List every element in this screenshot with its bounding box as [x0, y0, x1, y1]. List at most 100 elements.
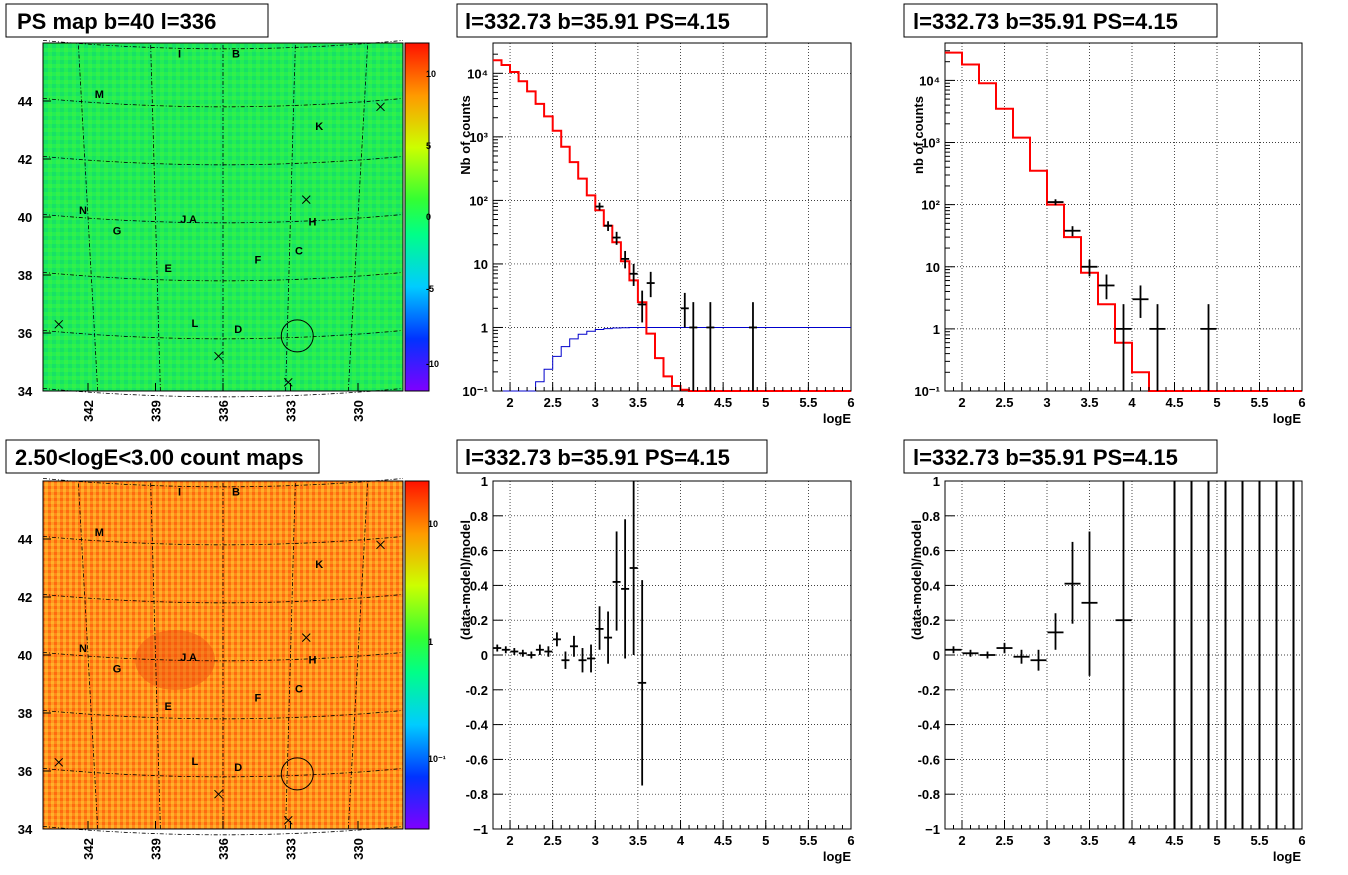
- y-tick-label: 10²: [921, 198, 940, 213]
- x-tick-label: 5: [1213, 833, 1220, 848]
- source-cross-marker: [301, 633, 311, 642]
- x-tick-label: 5.5: [1250, 395, 1268, 410]
- spectrum-b-x-ticks: 2 2.5 3 3.5 4 4.5 5 5.5 6: [953, 382, 1306, 410]
- source-label: L: [192, 756, 199, 768]
- source-label: C: [295, 246, 303, 258]
- x-tick-label: 2.5: [995, 395, 1013, 410]
- x-tick-label: 3.5: [629, 833, 647, 848]
- spectrum-panel-b: 10⁴ 10³ 10² 10 1 10⁻¹ 2 2.5 3 3.5 4 4.5 5 5.5 6 nb of…: [903, 3, 1306, 426]
- map-y-tick: 40: [18, 648, 32, 663]
- lon-gridline: [347, 480, 369, 830]
- source-label: L: [192, 318, 199, 330]
- spectrum-a-xlabel: logE: [823, 411, 851, 426]
- y-tick-label: −1: [925, 822, 940, 837]
- source-cross-marker: [376, 102, 385, 112]
- y-tick-label: -0.4: [466, 718, 489, 733]
- x-tick-label: 5: [762, 833, 769, 848]
- x-tick-label: 3.5: [1080, 833, 1098, 848]
- map-y-tick: 34: [18, 384, 33, 399]
- source-label: I: [178, 49, 181, 61]
- residual-a-grid: [493, 481, 851, 829]
- map-y-tick: 42: [18, 590, 32, 605]
- y-tick-label: -0.2: [466, 683, 488, 698]
- x-tick-label: 5.5: [799, 833, 817, 848]
- map-x-tick: 342: [81, 400, 96, 422]
- spectrum-a-grid: [493, 43, 851, 391]
- y-tick-label: 0: [933, 648, 940, 663]
- lat-gridline: [42, 98, 404, 108]
- source-label: F: [255, 692, 262, 704]
- ps-colorbar: [404, 42, 430, 392]
- x-tick-label: 6: [1298, 395, 1305, 410]
- residual-b-y-ticks: 1 0.8 0.6 0.4 0.2 0 -0.2 -0.4 -0.6 -0.8 −1: [918, 474, 955, 837]
- ps-map-panel: I B M K N J A H G C F E L D 10 5 0 -5 -10 44 42 40 38 36…: [5, 3, 439, 422]
- map-y-tick: 44: [18, 94, 33, 109]
- source-label: F: [255, 254, 262, 266]
- lon-gridline: [347, 42, 369, 392]
- map-x-tick: 333: [284, 838, 299, 860]
- y-tick-label: -0.2: [918, 683, 940, 698]
- source-label: M: [95, 89, 104, 101]
- x-tick-label: 3.5: [1080, 395, 1098, 410]
- x-tick-label: 4.5: [714, 833, 732, 848]
- residual-a-x-ticks: 2 2.5 3 3.5 4 4.5 5 5.5 6: [501, 820, 855, 848]
- map-y-tick: 36: [18, 326, 32, 341]
- y-tick-label: 1: [481, 320, 488, 335]
- x-tick-label: 2: [506, 833, 513, 848]
- x-tick-label: 5: [1213, 395, 1220, 410]
- residual-a-ylabel: (data-model)/model: [458, 520, 473, 640]
- x-tick-label: 3: [592, 395, 599, 410]
- residual-a-title: l=332.73 b=35.91 PS=4.15: [465, 445, 730, 470]
- spectrum-a-title: l=332.73 b=35.91 PS=4.15: [465, 9, 730, 34]
- ps-map-x-ticks: 342 339 336 333 330: [81, 383, 366, 422]
- spectrum-a-ylabel: Nb of counts: [458, 95, 473, 174]
- exposure-curve: [493, 327, 851, 392]
- map-x-tick: 330: [351, 400, 366, 422]
- lon-gridline: [77, 42, 99, 392]
- map-y-tick: 38: [18, 268, 32, 283]
- source-label: K: [315, 559, 323, 571]
- y-tick-label: 0.2: [470, 613, 488, 628]
- spectrum-b-xlabel: logE: [1273, 411, 1301, 426]
- y-tick-label: 0.8: [470, 509, 488, 524]
- count-map-panel: I B M K N J A H G C F E L D 10 1 10⁻¹ 44 42 40 38 36 34 3…: [5, 439, 446, 860]
- count-colorbar: [404, 480, 430, 830]
- residual-b-x-ticks: 2 2.5 3 3.5 4 4.5 5 5.5 6: [953, 820, 1306, 848]
- spectrum-b-y-ticks: 10⁴ 10³ 10² 10 1 10⁻¹: [914, 42, 955, 399]
- source-cross-marker: [54, 757, 64, 767]
- spectrum-b-grid: [945, 43, 1302, 391]
- y-tick-label: 0.4: [470, 578, 489, 593]
- lon-gridline: [150, 42, 161, 392]
- residual-b-xlabel: logE: [1273, 849, 1301, 864]
- map-x-tick: 342: [81, 838, 96, 860]
- residual-a-y-ticks: 1 0.8 0.6 0.4 0.2 0 -0.2 -0.4 -0.6 -0.8 −1: [466, 474, 503, 837]
- lon-gridline: [285, 42, 296, 392]
- x-tick-label: 2: [506, 395, 513, 410]
- cnt-cbar-tick: 10⁻¹: [428, 754, 446, 764]
- lon-gridline: [285, 480, 296, 830]
- model-curve: [493, 59, 851, 392]
- source-label: G: [113, 225, 122, 237]
- x-tick-label: 4: [1128, 833, 1136, 848]
- y-tick-label: -0.6: [918, 752, 940, 767]
- y-tick-label: -0.8: [466, 787, 488, 802]
- y-tick-label: 0.4: [922, 578, 941, 593]
- ps-cbar-tick: 10: [426, 69, 436, 79]
- x-tick-label: 4: [1128, 395, 1136, 410]
- source-cross-marker: [54, 319, 64, 329]
- x-tick-label: 2.5: [544, 395, 562, 410]
- source-cross-marker: [214, 351, 223, 361]
- y-tick-label: 0.8: [922, 509, 940, 524]
- x-tick-label: 2.5: [544, 833, 562, 848]
- source-label: J A: [180, 652, 197, 664]
- x-tick-label: 6: [847, 833, 854, 848]
- x-tick-label: 5: [762, 395, 769, 410]
- map-x-tick: 339: [149, 838, 164, 860]
- source-label: I: [178, 487, 181, 499]
- x-tick-label: 4.5: [1165, 395, 1183, 410]
- lat-gridline: [42, 768, 404, 778]
- x-tick-label: 4.5: [1165, 833, 1183, 848]
- ps-map-source-overlay: I B M K N J A H G C F E L D: [54, 49, 385, 387]
- y-tick-label: 10³: [469, 130, 488, 145]
